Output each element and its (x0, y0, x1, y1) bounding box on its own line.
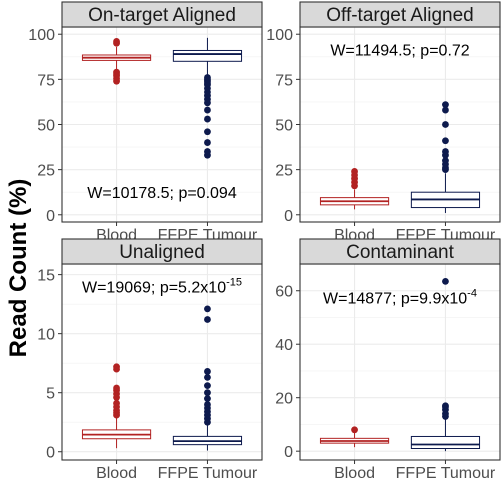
outlier-point (204, 305, 211, 313)
boxplot-blood (319, 168, 390, 210)
facet-title: Unaligned (119, 242, 205, 263)
facet-panel-3: 0 20 40 60 Blood FFPE Tumour W=14877; p=9.9x10… (275, 238, 501, 482)
y-tick-label: 50 (37, 118, 55, 135)
boxplot-blood (81, 38, 152, 85)
outlier-point (204, 148, 211, 155)
y-tick-label: 0 (46, 445, 55, 462)
x-category-label: FFPE Tumour (158, 465, 258, 482)
y-tick-label: 0 (284, 208, 293, 225)
box-iqr (172, 49, 243, 62)
outlier-point (113, 399, 120, 407)
panel-background (300, 264, 500, 460)
outlier-point (204, 115, 211, 123)
boxplot-ffpe-tumour (410, 101, 481, 213)
outlier-point (113, 384, 120, 392)
strip-background (299, 1, 501, 28)
facet-title: On-target Aligned (88, 5, 236, 26)
test-statistic-annotation: W=11494.5; p=0.72 (330, 43, 469, 60)
outlier-point (204, 389, 211, 397)
outlier-point (204, 128, 211, 136)
outlier-point (442, 157, 449, 165)
outlier-point (442, 121, 449, 128)
boxplot-ffpe-tumour (172, 305, 243, 451)
facet-title: Off-target Aligned (326, 5, 474, 26)
boxplot-ffpe-tumour (410, 277, 481, 452)
y-tick-label: 20 (275, 391, 293, 408)
boxplot-ffpe-tumour (172, 37, 243, 159)
outlier-point (113, 363, 120, 371)
boxplot-blood (81, 363, 152, 449)
outlier-point (204, 316, 211, 323)
x-category-label: Blood (96, 465, 137, 482)
outlier-point (442, 137, 449, 145)
y-tick-label: 40 (275, 337, 293, 354)
y-tick-label: 60 (275, 284, 293, 301)
y-tick-label: 5 (46, 386, 55, 403)
annotation-exponent: -15 (226, 276, 242, 288)
outlier-point (113, 68, 120, 76)
outlier-point (204, 139, 211, 146)
facet-title: Contaminant (346, 242, 454, 263)
outlier-point (113, 38, 120, 45)
y-axis-label: Read Count (%) (5, 179, 32, 358)
strip-background (61, 1, 263, 28)
facet-panel-2: 0 5 10 15 Blood FFPE Tumour W=19069; p=5.2x10-… (37, 238, 263, 482)
y-tick-label: 50 (275, 118, 293, 135)
y-tick-label: 100 (28, 27, 55, 44)
y-tick-label: 15 (37, 268, 55, 285)
y-tick-label: 0 (46, 208, 55, 225)
outlier-point (204, 382, 211, 390)
y-tick-label: 100 (266, 27, 293, 44)
outlier-point (442, 148, 449, 155)
test-statistic-annotation: W=19069; p=5.2x10-15 (82, 276, 242, 296)
x-category-label: FFPE Tumour (396, 465, 496, 482)
outlier-point (204, 74, 211, 81)
outlier-point (351, 426, 358, 434)
y-tick-label: 25 (37, 163, 55, 180)
y-tick-label: 10 (37, 327, 55, 344)
x-category-label: Blood (334, 465, 375, 482)
y-tick-label: 25 (275, 163, 293, 180)
outlier-point (204, 373, 211, 381)
outlier-point (442, 402, 449, 410)
outlier-point (442, 106, 449, 114)
outlier-point (204, 401, 211, 408)
outlier-point (204, 368, 211, 375)
y-tick-label: 0 (284, 444, 293, 461)
strip-background (299, 238, 501, 265)
test-statistic-annotation: W=10178.5; p=0.094 (87, 185, 237, 202)
box-iqr (410, 435, 481, 450)
boxplot-blood (319, 426, 390, 448)
outlier-point (442, 277, 449, 285)
test-statistic-annotation: W=14877; p=9.9x10-4 (323, 287, 477, 307)
panel-background (62, 264, 262, 460)
annotation-exponent: -4 (467, 287, 477, 299)
y-tick-label: 75 (37, 72, 55, 89)
y-tick-label: 75 (275, 72, 293, 89)
outlier-point (442, 101, 449, 109)
outlier-point (204, 395, 211, 403)
strip-background (61, 238, 263, 265)
outlier-point (204, 106, 211, 114)
outlier-point (351, 168, 358, 175)
